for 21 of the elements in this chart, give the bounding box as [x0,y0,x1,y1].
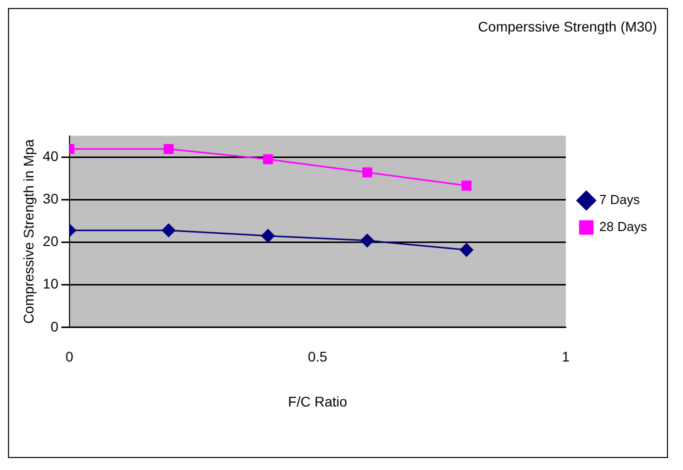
legend-label: 28 Days [599,219,648,234]
point [262,154,273,164]
x-axis-title: F/C Ratio [288,393,348,410]
y-axis-title: Compressive Strength in Mpa [20,139,36,324]
point [460,243,474,257]
legend-label: 7 Days [599,192,640,208]
y-tick-label: 40 [42,148,59,164]
y-tick-label: 0 [50,318,59,334]
x-tick-label: 1 [562,348,570,365]
point [164,144,174,154]
point [462,180,472,191]
y-tick-label: 30 [42,190,59,207]
y-tick-label: 20 [42,233,59,250]
y-tick-label: 10 [42,276,59,292]
point [261,229,275,243]
point [360,234,374,248]
x-tick-label: 0.5 [308,348,328,365]
point [362,167,372,178]
x-tick-label: 0 [65,348,74,365]
chart-title: Comperssive Strength (M30) [478,18,657,34]
point [162,224,176,238]
